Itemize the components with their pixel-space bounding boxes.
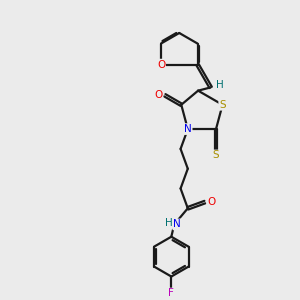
Text: N: N (173, 219, 181, 230)
Text: N: N (184, 124, 192, 134)
Text: O: O (157, 60, 165, 70)
Text: S: S (213, 150, 219, 161)
Text: S: S (219, 100, 226, 110)
Text: O: O (207, 197, 215, 207)
Text: O: O (154, 90, 163, 100)
Text: F: F (168, 289, 174, 298)
Text: H: H (216, 80, 224, 90)
Text: H: H (165, 218, 173, 228)
